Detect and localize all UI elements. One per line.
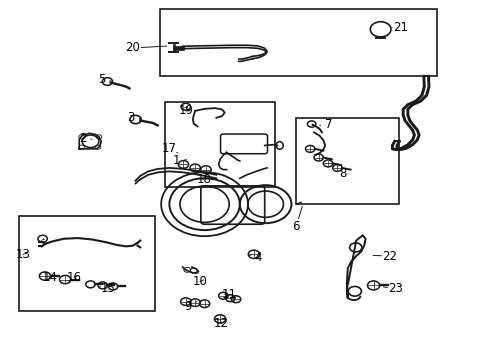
Bar xyxy=(296,118,399,204)
Text: 19: 19 xyxy=(178,104,193,117)
Text: 11: 11 xyxy=(222,288,237,301)
Text: 12: 12 xyxy=(213,317,228,330)
Text: 2: 2 xyxy=(79,132,86,145)
Text: 10: 10 xyxy=(192,275,207,288)
Bar xyxy=(164,102,274,187)
Text: 4: 4 xyxy=(254,251,262,264)
Text: 5: 5 xyxy=(98,73,105,86)
Text: 15: 15 xyxy=(101,282,116,295)
Text: 23: 23 xyxy=(387,282,402,295)
Bar xyxy=(19,216,155,311)
Text: 3: 3 xyxy=(127,111,134,124)
Text: 1: 1 xyxy=(172,154,180,167)
Bar xyxy=(160,9,436,76)
Text: 16: 16 xyxy=(67,271,82,284)
Text: 7: 7 xyxy=(325,118,332,131)
Text: 20: 20 xyxy=(125,41,140,54)
Text: 14: 14 xyxy=(42,271,57,284)
Text: 8: 8 xyxy=(339,167,346,180)
Text: 13: 13 xyxy=(16,248,30,261)
Text: 17: 17 xyxy=(162,142,177,155)
Text: 18: 18 xyxy=(196,173,211,186)
Text: 22: 22 xyxy=(382,249,397,262)
Text: 9: 9 xyxy=(184,300,191,312)
Text: 6: 6 xyxy=(292,220,299,233)
Text: 21: 21 xyxy=(392,22,407,35)
